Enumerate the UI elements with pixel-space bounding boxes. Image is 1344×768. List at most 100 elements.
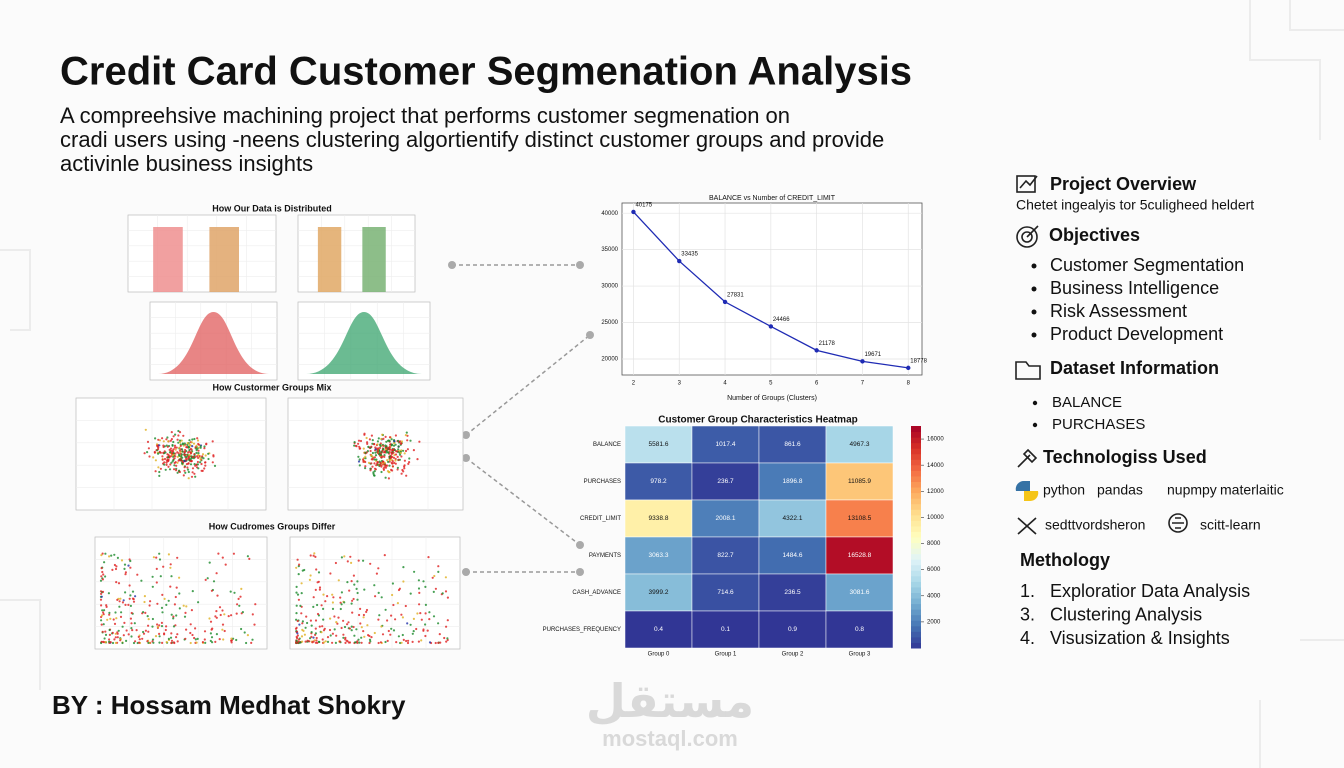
panel-title: How Our Data is Distributed <box>212 203 332 213</box>
thumb-dot <box>441 592 444 595</box>
thumb-dot <box>401 633 404 637</box>
thumb-dot <box>367 634 370 637</box>
thumb-dot <box>116 636 119 639</box>
thumb-dot <box>130 635 133 638</box>
thumb-dot <box>154 470 157 473</box>
thumb-dot <box>195 444 198 447</box>
bullet <box>1032 422 1038 428</box>
thumb-dot <box>108 633 111 637</box>
thumb-dot <box>154 437 157 440</box>
thumb-dot <box>146 615 149 618</box>
thumb-dot <box>314 627 317 630</box>
thumb-dot <box>169 439 172 442</box>
thumb-dot <box>157 447 160 451</box>
row-label: PURCHASES <box>584 479 621 485</box>
thumb-dot <box>296 619 299 623</box>
thumb-dot <box>380 470 383 474</box>
thumb-dot <box>159 451 162 454</box>
thumb-dot <box>101 609 104 612</box>
thumb-dot <box>100 595 103 598</box>
column-label: Group 1 <box>715 652 737 658</box>
thumb-dot <box>300 582 303 585</box>
y-tick-label: 25000 <box>601 320 618 326</box>
cell-label: 236.7 <box>717 478 734 485</box>
thumb-dot <box>390 452 393 456</box>
colorbar-label: 6000 <box>927 567 941 573</box>
thumb-dot <box>105 604 108 607</box>
thumb-dot <box>157 466 160 469</box>
thumb-dot <box>197 467 200 470</box>
thumb-dot <box>130 611 133 615</box>
thumb-dot <box>164 628 167 632</box>
x-tick-label: 7 <box>861 381 865 387</box>
thumb-dot <box>370 445 373 448</box>
thumb-dot <box>169 636 173 639</box>
thumb-dot <box>438 633 441 636</box>
thumb-dot <box>215 610 218 613</box>
thumb-dot <box>350 602 353 605</box>
thumb-dot <box>184 637 187 640</box>
thumb-dot <box>352 574 355 577</box>
thumb-dot <box>369 449 372 453</box>
thumb-dot <box>204 454 207 457</box>
thumb-dot <box>390 468 393 471</box>
thumb-dot <box>424 623 427 626</box>
thumb-dot <box>384 608 387 611</box>
point <box>814 348 819 353</box>
thumb-dot <box>124 603 127 607</box>
thumb-dot <box>142 611 145 614</box>
thumb-dot <box>151 638 155 641</box>
thumb-dot <box>170 632 173 635</box>
thumb-dot <box>137 635 140 639</box>
heatmap-cell <box>691 462 760 501</box>
colorbar-step <box>911 625 921 632</box>
thumb-dot <box>335 621 338 624</box>
thumb-dot <box>254 603 257 606</box>
thumb-dot <box>102 573 105 576</box>
watermark-site: mostaql.com <box>602 726 738 751</box>
thumb-dot <box>233 591 236 594</box>
thumb-dot <box>412 617 415 621</box>
thumb-frame <box>289 536 461 650</box>
thumb-dot <box>223 613 226 616</box>
thumb-dot <box>212 580 216 583</box>
heatmap-cell <box>758 573 827 612</box>
thumb-dot <box>171 444 174 447</box>
thumb-dot <box>446 619 449 622</box>
thumb-dot <box>147 630 150 633</box>
section-text: Chetet ingealyis tor 5culigheed heldert <box>1016 197 1254 213</box>
thumb-dot <box>297 598 300 601</box>
colorbar-step <box>911 581 921 588</box>
thumb-dot <box>328 628 332 632</box>
thumb-dot <box>408 457 411 460</box>
thumb-dot <box>357 442 360 445</box>
thumb-dot <box>104 552 107 555</box>
thumb-dot <box>230 641 233 644</box>
colorbar-step <box>911 553 921 560</box>
thumb-dot <box>380 437 383 441</box>
thumb-dot <box>295 591 298 594</box>
thumb-dot <box>409 439 412 442</box>
thumb-dot <box>159 467 162 470</box>
thumb-dot <box>301 640 304 643</box>
thumb-dot <box>402 566 405 569</box>
thumb-dot <box>388 436 392 439</box>
thumb-dot <box>437 641 440 645</box>
thumb-dot <box>167 553 170 556</box>
thumb-dot <box>418 603 421 606</box>
thumb-dot <box>204 464 207 467</box>
thumb-dot <box>124 591 127 594</box>
colorbar-label: 10000 <box>927 515 944 521</box>
thumb-dot <box>196 460 199 464</box>
thumb-dot <box>179 444 182 447</box>
thumb-dot <box>108 611 111 615</box>
thumb-dot <box>251 613 254 616</box>
thumb-dot <box>119 639 122 642</box>
thumb-dot <box>335 634 338 637</box>
thumb-dot <box>310 631 313 634</box>
thumb-dot <box>315 568 318 571</box>
thumb-dot <box>144 611 147 615</box>
thumb-dot <box>148 455 151 458</box>
colorbar-step <box>911 426 921 433</box>
technology: nupmpy <box>1167 482 1217 498</box>
